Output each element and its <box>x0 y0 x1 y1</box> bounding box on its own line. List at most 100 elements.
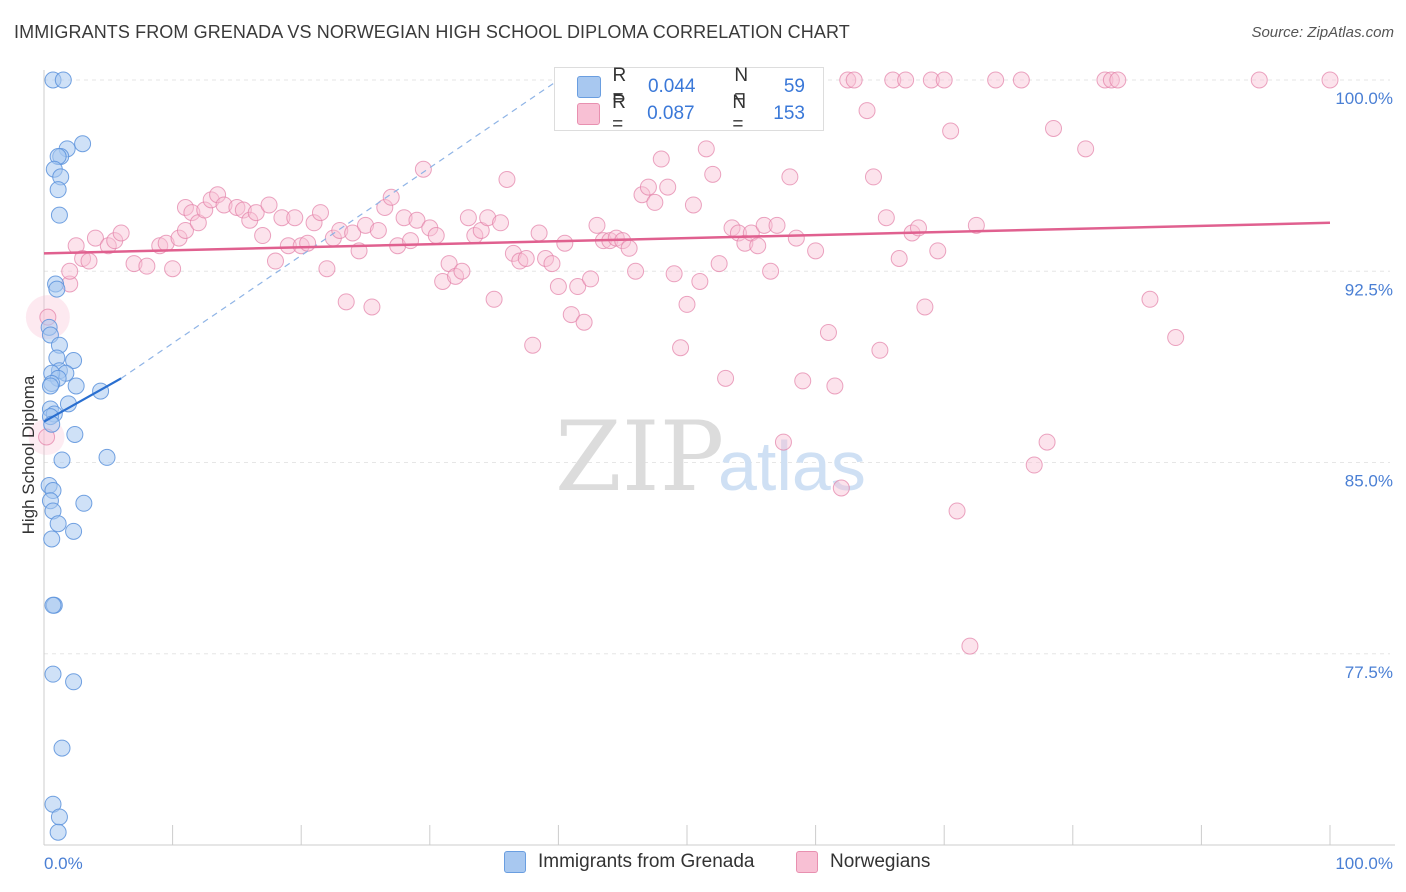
norwegians-point <box>260 196 278 214</box>
norwegians-point <box>1167 329 1185 347</box>
grenada-point <box>54 71 72 89</box>
norwegians-point <box>691 272 709 290</box>
legend-n-label: N = <box>732 92 747 135</box>
norwegians-point <box>498 170 516 188</box>
legend-n-value: 153 <box>773 103 805 124</box>
grenada-point <box>49 515 67 533</box>
grenada-point <box>74 135 92 153</box>
norwegians-point <box>318 260 336 278</box>
x-tick-label: 100.0% <box>1335 854 1393 873</box>
norwegians-point <box>382 188 400 206</box>
y-tick-label: 77.5% <box>1345 663 1393 682</box>
norwegians-point <box>1077 140 1095 158</box>
norwegians-point <box>768 216 786 234</box>
norwegians-point <box>61 262 79 280</box>
norwegians-point <box>305 214 323 232</box>
y-tick-label: 92.5% <box>1345 280 1393 299</box>
norwegians-point <box>279 237 297 255</box>
norwegians-point <box>678 295 696 313</box>
norwegians-point <box>459 209 477 227</box>
grenada-point <box>44 665 62 683</box>
grenada-point <box>65 673 83 691</box>
norwegians-point <box>164 260 182 278</box>
norwegians-point <box>845 71 863 89</box>
norwegians-point <box>1321 71 1339 89</box>
norwegians-point <box>652 150 670 168</box>
grenada-points <box>40 71 116 841</box>
grenada-point <box>53 451 71 469</box>
legend-swatch-norwegians <box>577 103 601 125</box>
norwegians-point <box>266 252 284 270</box>
norwegians-point <box>254 227 272 245</box>
grenada-trendline <box>43 377 122 423</box>
norwegians-point <box>562 306 580 324</box>
watermark-atlas: atlas <box>718 427 866 505</box>
norwegians-point <box>717 369 735 387</box>
legend-r-label: R = <box>612 65 627 108</box>
norwegians-point <box>755 216 773 234</box>
trendlines <box>43 79 1331 423</box>
bottom-legend-label-norwegians: Norwegians <box>830 851 931 872</box>
norwegians-point <box>453 262 471 280</box>
norwegians-point <box>890 250 908 267</box>
bottom-legend-label-grenada: Immigrants from Grenada <box>538 851 755 872</box>
norwegians-point <box>787 229 805 247</box>
watermark-zip: ZIP <box>555 401 724 513</box>
norwegians-point <box>684 196 702 214</box>
norwegians-point <box>665 265 683 283</box>
norwegians-point <box>524 336 542 354</box>
norwegians-point <box>369 221 387 239</box>
grenada-point <box>67 377 85 395</box>
tick-labels: 77.5% 85.0% 92.5% 100.0% 0.0% 100.0% <box>44 89 1393 873</box>
norwegians-point <box>839 71 857 89</box>
norwegians-point <box>299 234 317 252</box>
source-label: Source: ZipAtlas.com <box>1251 24 1394 41</box>
grenada-point <box>49 823 67 841</box>
norwegians-point <box>1038 433 1056 451</box>
norwegians-point <box>183 204 201 222</box>
norwegians-point <box>414 160 432 178</box>
norwegians-point <box>125 255 143 273</box>
legend-n-label: N = <box>734 65 749 108</box>
grenada-point <box>44 596 62 614</box>
axes <box>43 70 1395 846</box>
bottom-legend-grenada: Immigrants from Grenada <box>504 851 754 873</box>
bottom-legend-norwegians: Norwegians <box>796 851 930 873</box>
norwegians-point <box>710 255 728 273</box>
norwegians-point <box>363 298 381 316</box>
norwegians-point <box>80 252 98 270</box>
norwegians-point <box>646 193 664 211</box>
legend: R = 0.044 N = 59 R = 0.087 N = 153 <box>554 65 824 135</box>
norwegians-point <box>774 433 792 451</box>
grenada-point <box>43 530 61 548</box>
norwegians-point <box>337 293 355 311</box>
bottom-legend-swatch-grenada <box>504 851 526 873</box>
grenada-point <box>49 181 67 199</box>
chart-title: IMMIGRANTS FROM GRENADA VS NORWEGIAN HIG… <box>14 22 850 42</box>
norwegians-point <box>819 323 837 341</box>
norwegians-point <box>922 71 940 89</box>
norwegians-point <box>344 224 362 242</box>
norwegians-point <box>196 201 214 219</box>
norwegians-point <box>627 262 645 280</box>
legend-r-value: 0.087 <box>647 103 695 124</box>
norwegians-point <box>948 502 966 520</box>
norwegians-point <box>215 196 233 214</box>
norwegians-point <box>395 209 413 227</box>
norwegians-point <box>781 168 799 186</box>
norwegians-point <box>749 237 767 255</box>
norwegians-point <box>871 341 889 359</box>
norwegians-point <box>704 165 722 183</box>
norwegians-point <box>807 242 825 260</box>
norwegians-point <box>1025 456 1043 474</box>
norwegians-large-point <box>25 295 70 340</box>
norwegians-point <box>569 278 587 296</box>
norwegians-point <box>357 216 374 234</box>
norwegians-point <box>897 71 915 89</box>
norwegians-point <box>832 479 850 497</box>
norwegians-point <box>286 209 304 227</box>
norwegians-point <box>376 199 394 216</box>
legend-row-grenada: R = 0.044 N = 59 <box>577 65 823 108</box>
norwegians-point <box>1096 71 1114 89</box>
